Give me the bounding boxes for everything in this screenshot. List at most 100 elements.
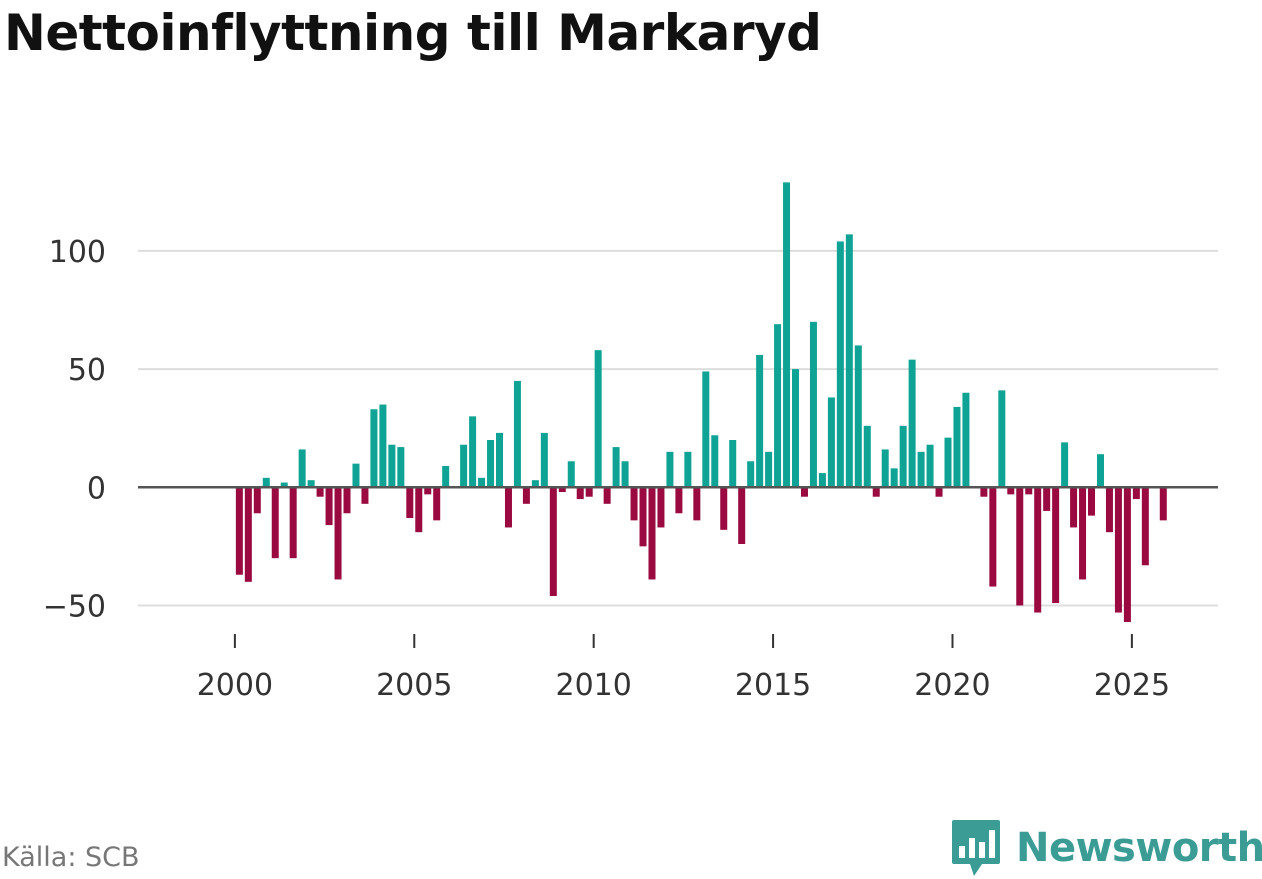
- bar: [621, 461, 629, 488]
- bar: [666, 451, 674, 488]
- bar: [1088, 487, 1096, 516]
- bar: [962, 392, 970, 488]
- x-tick-label: 2015: [735, 668, 811, 703]
- x-tick-label: 2000: [197, 668, 273, 703]
- brand-logo[interactable]: Newsworthy: [950, 818, 1262, 878]
- source-note: Källa: SCB: [2, 842, 140, 873]
- bar: [657, 487, 665, 528]
- bar: [998, 390, 1006, 488]
- bar: [890, 468, 898, 488]
- bar: [917, 451, 925, 488]
- bar: [792, 369, 800, 488]
- chart-title: Nettoinflyttning till Markaryd: [4, 4, 822, 62]
- bar: [1034, 487, 1042, 613]
- bar: [818, 473, 826, 488]
- bar: [262, 477, 270, 488]
- bar: [460, 444, 468, 488]
- bar: [648, 487, 656, 580]
- bar: [442, 466, 450, 488]
- bar: [558, 487, 566, 492]
- bar: [953, 406, 961, 488]
- bar: [809, 321, 817, 488]
- bar: [522, 487, 530, 504]
- bar: [504, 487, 512, 528]
- y-tick-label: 0: [87, 471, 106, 506]
- bar: [1096, 454, 1104, 488]
- bar: [1043, 487, 1051, 511]
- y-axis: −50 0 50 100: [43, 235, 106, 625]
- y-tick-label: 100: [49, 235, 106, 270]
- brand-name: Newsworthy: [1016, 825, 1262, 871]
- bar: [469, 416, 477, 488]
- bar: [325, 487, 333, 526]
- bar: [738, 487, 746, 544]
- bar: [899, 425, 907, 488]
- bar: [1159, 487, 1167, 521]
- bar: [863, 425, 871, 488]
- bar: [576, 487, 584, 500]
- x-tick-label: 2020: [914, 668, 990, 703]
- bar: [720, 487, 728, 530]
- bar: [675, 487, 683, 514]
- bar: [881, 449, 889, 488]
- bar: [1007, 487, 1015, 495]
- bar: [1016, 487, 1024, 606]
- bar: [531, 480, 539, 488]
- bar: [845, 234, 853, 488]
- bar: [684, 451, 692, 488]
- bar: [747, 461, 755, 488]
- bar: [630, 487, 638, 521]
- bar: [854, 345, 862, 488]
- bar: [415, 487, 423, 533]
- bar: [361, 487, 369, 504]
- bar: [513, 380, 521, 488]
- bar: [235, 487, 243, 575]
- bar: [334, 487, 342, 580]
- bar: [271, 487, 279, 559]
- bar: [567, 461, 575, 488]
- bar: [836, 241, 844, 488]
- bar: [800, 487, 808, 497]
- bar: [253, 487, 261, 514]
- bar: [1123, 487, 1131, 622]
- bar: [693, 487, 701, 521]
- bar: [496, 432, 503, 488]
- x-tick-label: 2005: [376, 668, 452, 703]
- bar: [289, 487, 297, 559]
- bar: [316, 487, 324, 497]
- bar: [926, 444, 934, 488]
- bars: [235, 182, 1167, 622]
- bar: [549, 487, 557, 596]
- bar: [1114, 487, 1122, 613]
- bar: [352, 463, 360, 488]
- bar: [478, 477, 486, 488]
- x-tick-label: 2010: [556, 668, 632, 703]
- bar: [1061, 442, 1069, 488]
- newsworthy-logo-icon: [952, 820, 1000, 876]
- bar: [298, 449, 306, 488]
- bar: [989, 487, 997, 587]
- bar: [1052, 487, 1060, 604]
- bar: [908, 359, 916, 488]
- bar: [1141, 487, 1149, 566]
- bar: [774, 324, 782, 488]
- bar: [1132, 487, 1140, 500]
- bar: [1105, 487, 1113, 533]
- bar: [388, 444, 396, 488]
- bar: [603, 487, 611, 504]
- bar: [424, 487, 432, 495]
- bar: [944, 437, 952, 488]
- bar: [370, 409, 378, 488]
- bar: [980, 487, 988, 497]
- bar: [379, 404, 387, 488]
- bar: [487, 440, 495, 488]
- bar: [307, 480, 315, 488]
- bar: [872, 487, 880, 497]
- bar: [639, 487, 647, 547]
- bar: [1070, 487, 1078, 528]
- bar: [783, 182, 791, 488]
- bar: [729, 440, 737, 488]
- bar: [827, 397, 835, 488]
- bar: [935, 487, 943, 497]
